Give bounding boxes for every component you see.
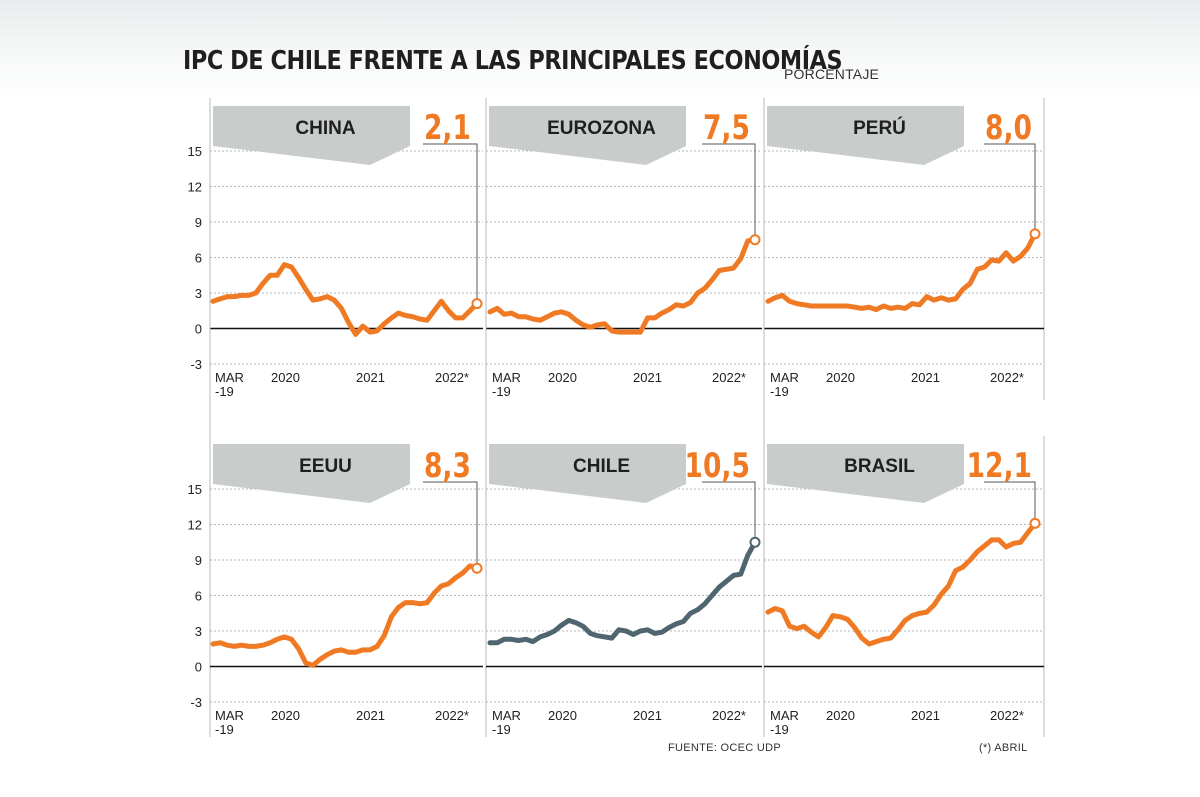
callout-leader — [702, 481, 756, 538]
y-tick-label: 0 — [195, 660, 202, 675]
y-tick-label: 12 — [188, 518, 202, 533]
end-point-marker — [471, 298, 483, 310]
source-note: FUENTE: OCEC UDP — [668, 742, 781, 754]
x-tick-label: 2021 — [356, 370, 385, 385]
panel-banner — [213, 444, 410, 503]
x-tick-label: 2020 — [271, 708, 300, 723]
series-line — [487, 237, 758, 335]
footnote: (*) ABRIL — [979, 742, 1028, 754]
panel-title: BRASIL — [844, 456, 915, 477]
end-point-marker — [471, 562, 483, 574]
callout-leader — [984, 143, 1036, 229]
series-line — [210, 262, 480, 337]
panel-title: EUROZONA — [547, 118, 656, 139]
panel-title: PERÚ — [853, 117, 906, 139]
y-tick-label: 12 — [188, 180, 202, 195]
x-tick-label: 2021 — [911, 708, 940, 723]
x-tick-label: 2022* — [435, 370, 469, 385]
y-tick-label: 15 — [188, 144, 202, 159]
callout-leader — [702, 143, 756, 235]
x-tick-label: 2022* — [712, 708, 746, 723]
x-tick-label: 2020 — [826, 708, 855, 723]
series-line — [765, 231, 1038, 313]
y-tick-label: -3 — [190, 357, 202, 372]
end-point-marker — [749, 536, 761, 548]
x-tick-label: 2020 — [548, 370, 577, 385]
panel-banner — [213, 106, 410, 165]
x-tick-label: MAR -19 — [770, 370, 799, 399]
panel-peru: PERÚ 8,0 MAR -19 2020 2021 2022* — [763, 98, 1045, 400]
y-tick-label: 6 — [195, 589, 202, 604]
x-tick-label: 2021 — [911, 370, 940, 385]
x-tick-label: MAR -19 — [492, 708, 521, 737]
panel-title: CHINA — [295, 118, 355, 139]
x-tick-label: 2022* — [990, 708, 1024, 723]
panel-banner — [767, 106, 964, 165]
page-title: IPC DE CHILE FRENTE A LAS PRINCIPALES EC… — [183, 46, 843, 76]
x-tick-label: 2022* — [712, 370, 746, 385]
x-tick-label: MAR -19 — [215, 370, 244, 399]
latest-value-label: 8,0 — [985, 109, 1032, 148]
x-tick-label: 2021 — [633, 708, 662, 723]
x-tick-label: 2022* — [990, 370, 1024, 385]
panel-brasil: BRASIL 12,1 MAR -19 2020 2021 2022* — [763, 98, 1045, 737]
latest-value-label: 7,5 — [703, 109, 750, 148]
series-line — [487, 539, 758, 646]
x-tick-label: MAR -19 — [492, 370, 521, 399]
y-tick-label: 3 — [195, 286, 202, 301]
y-tick-label: 15 — [188, 482, 202, 497]
y-tick-label: 0 — [195, 322, 202, 337]
latest-value-label: 8,3 — [424, 447, 471, 486]
panel-china: 15 12 9 6 3 0 -3 CHINA 2,1 MAR -19 2020 2021 2022* — [188, 98, 483, 400]
y-tick-label: 3 — [195, 624, 202, 639]
panel-banner — [489, 444, 686, 503]
y-tick-label: 6 — [195, 251, 202, 266]
panel-title: CHILE — [573, 456, 630, 477]
series-line — [765, 520, 1038, 647]
callout-leader — [984, 481, 1036, 519]
panel-eeuu: 15 12 9 6 3 0 -3 EEUU 8,3 MAR -19 2020 2021 2022* — [188, 98, 483, 737]
x-tick-label: 2020 — [548, 708, 577, 723]
x-tick-label: 2021 — [356, 708, 385, 723]
x-tick-label: MAR -19 — [770, 708, 799, 737]
end-point-marker — [1029, 228, 1041, 240]
x-tick-label: 2020 — [826, 370, 855, 385]
latest-value-label: 2,1 — [424, 109, 471, 148]
panel-eurozona: EUROZONA 7,5 MAR -19 2020 2021 2022* — [485, 98, 762, 400]
y-tick-label: 9 — [195, 553, 202, 568]
x-tick-label: MAR -19 — [215, 708, 244, 737]
panel-banner — [767, 444, 964, 503]
latest-value-label: 12,1 — [967, 447, 1032, 486]
x-tick-label: 2022* — [435, 708, 469, 723]
y-tick-label: -3 — [190, 695, 202, 710]
callout-leader — [423, 481, 478, 564]
panel-title: EEUU — [299, 456, 352, 477]
series-line — [210, 563, 480, 668]
latest-value-label: 10,5 — [685, 447, 750, 486]
panel-chile: CHILE 10,5 MAR -19 2020 2021 2022* — [485, 98, 762, 737]
end-point-marker — [1029, 517, 1041, 529]
x-tick-label: 2021 — [633, 370, 662, 385]
callout-leader — [423, 143, 478, 299]
title-row: IPC DE CHILE FRENTE A LAS PRINCIPALES EC… — [183, 46, 950, 96]
subtitle: PORCENTAJE — [784, 66, 880, 82]
panel-banner — [489, 106, 686, 165]
y-tick-label: 9 — [195, 215, 202, 230]
x-tick-label: 2020 — [271, 370, 300, 385]
end-point-marker — [749, 234, 761, 246]
